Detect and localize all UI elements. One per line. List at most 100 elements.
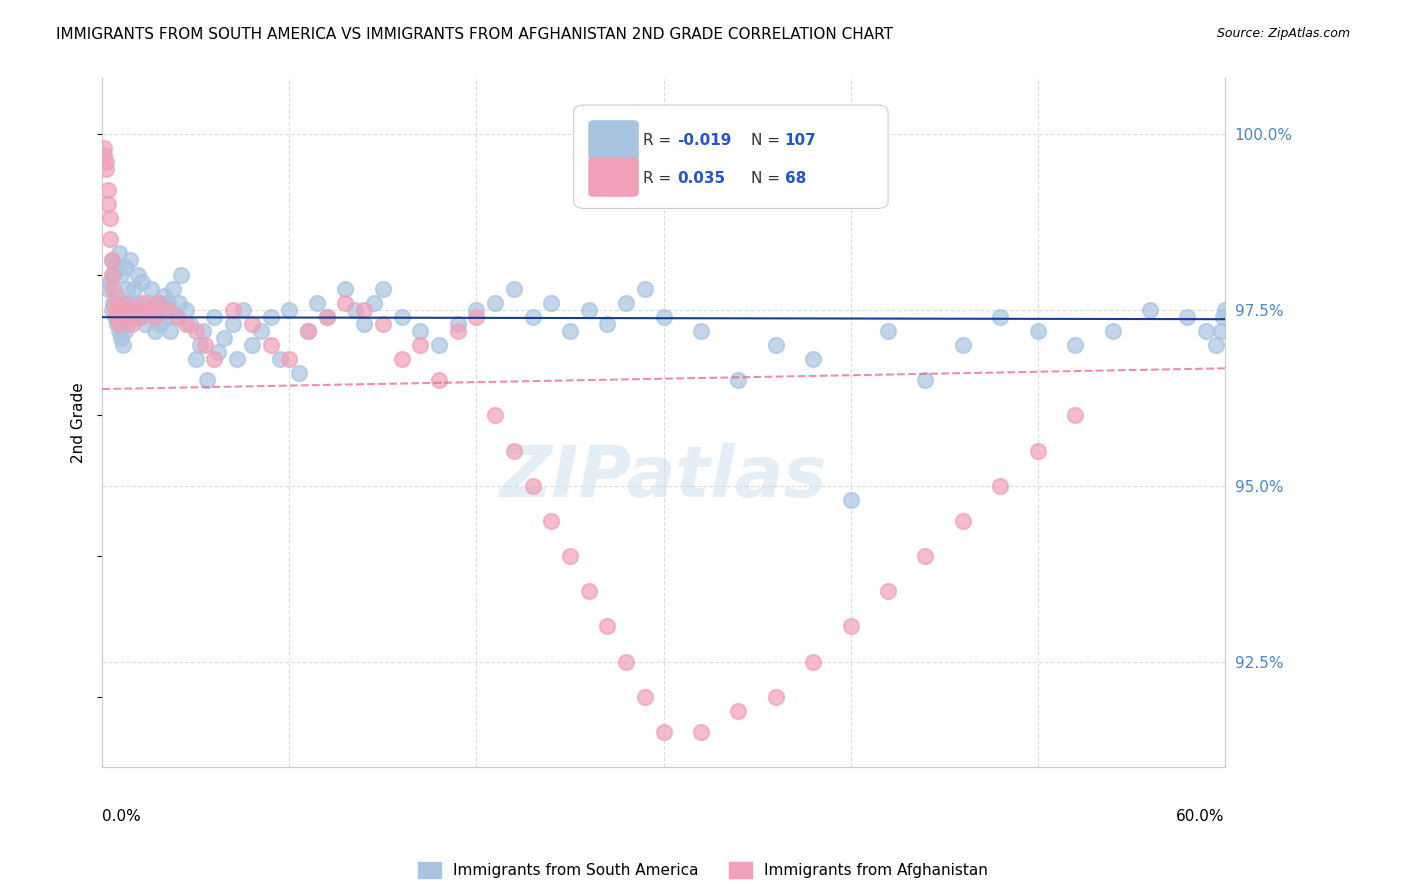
Point	[125, 295, 148, 310]
Point	[110, 268, 132, 282]
FancyBboxPatch shape	[574, 105, 889, 209]
Point	[427, 338, 450, 352]
Point	[409, 324, 432, 338]
Text: R =: R =	[644, 170, 676, 186]
Point	[100, 253, 122, 268]
Point	[250, 324, 273, 338]
Point	[149, 317, 172, 331]
Point	[278, 351, 301, 366]
Point	[111, 338, 134, 352]
Point	[484, 295, 506, 310]
Point	[315, 310, 337, 324]
Point	[1213, 302, 1236, 317]
Point	[94, 161, 117, 176]
Point	[138, 295, 160, 310]
Point	[103, 295, 125, 310]
Point	[614, 655, 637, 669]
Point	[155, 310, 177, 324]
Point	[104, 302, 127, 317]
Point	[125, 302, 148, 317]
Point	[484, 409, 506, 423]
Point	[105, 317, 128, 331]
Point	[114, 260, 136, 275]
Point	[105, 310, 128, 324]
Point	[427, 373, 450, 387]
Point	[98, 232, 121, 246]
Point	[765, 690, 787, 704]
Point	[765, 338, 787, 352]
Point	[132, 295, 155, 310]
Point	[103, 268, 125, 282]
Point	[132, 302, 155, 317]
Point	[540, 295, 562, 310]
Point	[97, 197, 120, 211]
Point	[162, 282, 184, 296]
Point	[120, 295, 142, 310]
Point	[111, 302, 134, 317]
Point	[409, 338, 432, 352]
Point	[278, 302, 301, 317]
Point	[104, 295, 127, 310]
Point	[120, 310, 142, 324]
Point	[204, 351, 226, 366]
Text: 0.035: 0.035	[678, 170, 725, 186]
Text: 60.0%: 60.0%	[1177, 809, 1225, 823]
Point	[240, 338, 263, 352]
Point	[114, 295, 136, 310]
Point	[988, 479, 1011, 493]
Point	[1211, 324, 1233, 338]
Point	[1026, 443, 1049, 458]
Point	[195, 373, 218, 387]
Text: 68: 68	[785, 170, 806, 186]
Point	[103, 282, 125, 296]
Point	[914, 373, 936, 387]
Point	[115, 302, 138, 317]
Point	[522, 310, 544, 324]
FancyBboxPatch shape	[588, 157, 638, 197]
Text: N =: N =	[751, 134, 780, 148]
Point	[259, 338, 281, 352]
Point	[596, 317, 619, 331]
Point	[128, 310, 150, 324]
Point	[100, 302, 122, 317]
Point	[148, 295, 170, 310]
Point	[1139, 302, 1161, 317]
Point	[97, 183, 120, 197]
Point	[110, 302, 132, 317]
Point	[121, 302, 143, 317]
Point	[153, 288, 176, 302]
Point	[105, 288, 128, 302]
Point	[952, 514, 974, 528]
Text: R =: R =	[644, 134, 676, 148]
Point	[120, 253, 142, 268]
Point	[143, 324, 166, 338]
Point	[727, 373, 749, 387]
Point	[335, 295, 357, 310]
Point	[179, 317, 201, 331]
Point	[540, 514, 562, 528]
Point	[1101, 324, 1123, 338]
Point	[690, 324, 713, 338]
Point	[558, 324, 581, 338]
Point	[634, 690, 657, 704]
Point	[108, 246, 131, 260]
Point	[353, 302, 375, 317]
Point	[335, 282, 357, 296]
Point	[558, 549, 581, 563]
Point	[115, 282, 138, 296]
Point	[269, 351, 291, 366]
Point	[391, 351, 413, 366]
Point	[634, 282, 657, 296]
Point	[363, 295, 385, 310]
Point	[801, 351, 824, 366]
Point	[111, 310, 134, 324]
Point	[114, 324, 136, 338]
Point	[952, 338, 974, 352]
Point	[578, 302, 600, 317]
Point	[226, 351, 249, 366]
Point	[502, 282, 524, 296]
Text: N =: N =	[751, 170, 780, 186]
Point	[93, 141, 115, 155]
Text: Source: ZipAtlas.com: Source: ZipAtlas.com	[1216, 27, 1350, 40]
Point	[1026, 324, 1049, 338]
